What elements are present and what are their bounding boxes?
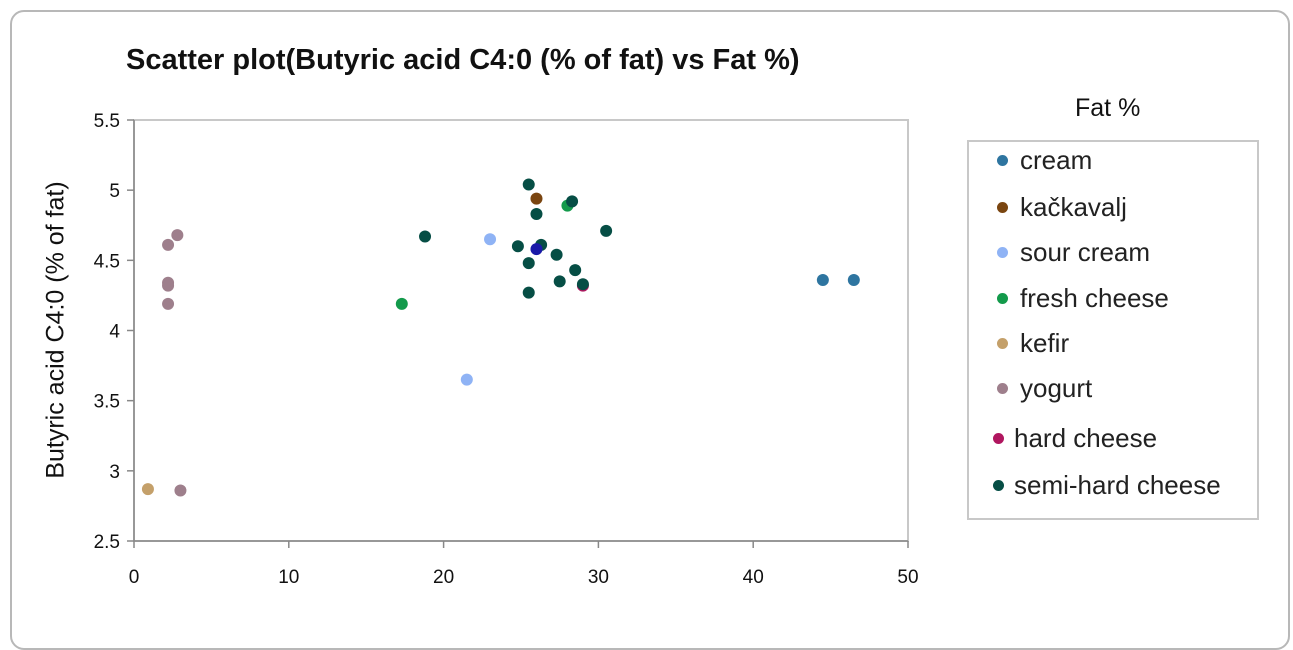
legend-item: kefir [997, 328, 1069, 358]
legend-marker [997, 337, 1008, 349]
data-point [576, 278, 589, 291]
data-point [162, 238, 175, 251]
legend-marker [997, 246, 1008, 258]
legend-marker [993, 479, 1004, 491]
data-point [162, 297, 175, 310]
data-point [522, 257, 535, 270]
legend-label: fresh cheese [1020, 282, 1169, 313]
legend-marker [997, 382, 1008, 394]
data-point [550, 248, 563, 261]
data-point [530, 243, 543, 256]
data-point [530, 208, 543, 221]
x-tick-label: 20 [433, 567, 454, 588]
data-point [600, 224, 613, 237]
data-point [816, 273, 829, 286]
legend-item: semi-hard cheese [993, 470, 1221, 500]
data-point [141, 483, 154, 496]
legend-title: Fat % [1075, 94, 1141, 122]
legend-marker [997, 201, 1008, 213]
y-tick-label: 5.5 [94, 111, 120, 132]
legend-label: kefir [1020, 327, 1070, 358]
data-point [460, 373, 473, 386]
scatter-plot-area: 2.5 3 3.5 4 4.5 5 5.5 0 10 20 30 40 50 [94, 111, 919, 588]
data-point [171, 229, 184, 242]
chart-title: Scatter plot(Butyric acid C4:0 (% of fat… [126, 44, 800, 76]
legend-item: sour cream [997, 237, 1150, 267]
y-tick-label: 5 [109, 181, 120, 202]
x-tick-label: 10 [278, 567, 299, 588]
legend-marker [997, 154, 1008, 166]
x-tick-label: 50 [897, 567, 918, 588]
data-point [522, 178, 535, 191]
data-point [484, 233, 497, 246]
data-point [530, 192, 543, 205]
y-tick-label: 4.5 [94, 251, 120, 272]
data-point [174, 484, 187, 497]
data-point [162, 279, 175, 292]
legend-marker [993, 432, 1004, 444]
data-point [553, 275, 566, 288]
legend-item: yogurt [997, 373, 1092, 403]
legend-label: semi-hard cheese [1014, 469, 1221, 500]
data-point [419, 230, 432, 243]
data-point [847, 273, 860, 286]
y-tick-label: 3 [109, 462, 120, 483]
legend-item: cream [997, 145, 1092, 175]
legend-label: sour cream [1020, 236, 1151, 267]
x-tick-label: 0 [129, 567, 140, 588]
x-tick-label: 40 [743, 567, 764, 588]
legend-label: cream [1020, 144, 1093, 175]
y-tick-label: 4 [109, 322, 120, 343]
legend-label: hard cheese [1014, 422, 1158, 453]
legend-marker [997, 292, 1008, 304]
y-tick-label: 2.5 [94, 532, 120, 553]
data-point [395, 297, 408, 310]
data-point [522, 286, 535, 299]
legend: cream kačkavalj sour cream fresh cheese kefi… [967, 140, 1259, 520]
legend-label: yogurt [1020, 372, 1093, 403]
data-point [566, 195, 579, 208]
legend-item: fresh cheese [997, 283, 1169, 313]
data-point [569, 264, 582, 277]
data-point [511, 240, 524, 253]
legend-label: kačkavalj [1020, 191, 1127, 222]
x-tick-label: 30 [588, 567, 609, 588]
legend-item: kačkavalj [997, 192, 1127, 222]
plot-border [133, 119, 909, 542]
y-tick-label: 3.5 [94, 392, 120, 413]
legend-item: hard cheese [993, 423, 1157, 453]
